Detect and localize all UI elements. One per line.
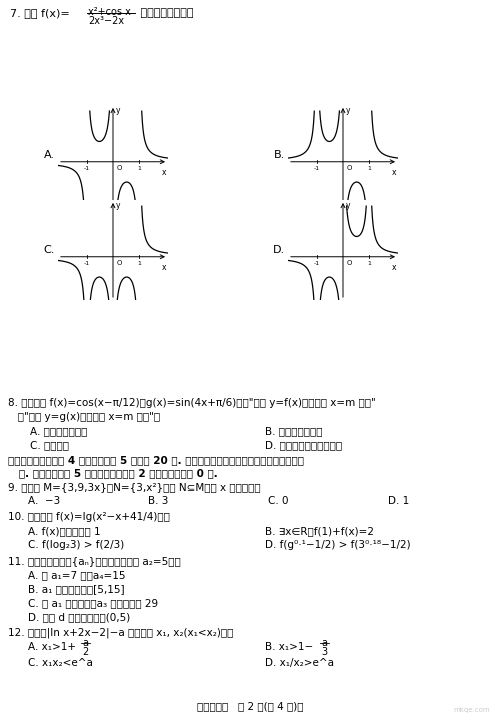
Text: O: O — [346, 165, 352, 171]
Text: y: y — [116, 106, 120, 115]
Text: x²+cos x: x²+cos x — [88, 7, 131, 17]
Text: C. 充要条件: C. 充要条件 — [30, 440, 69, 450]
Text: B.: B. — [274, 150, 285, 160]
Text: A.: A. — [44, 150, 55, 160]
Text: a: a — [82, 638, 88, 648]
Text: -1: -1 — [314, 166, 320, 171]
Text: D. f(g⁰·¹−1/2) > f(3⁰·¹⁸−1/2): D. f(g⁰·¹−1/2) > f(3⁰·¹⁸−1/2) — [265, 540, 410, 550]
Text: O: O — [116, 260, 121, 266]
Text: A.  −3: A. −3 — [28, 496, 60, 506]
Text: x: x — [162, 168, 166, 177]
Text: D.: D. — [273, 245, 285, 255]
Text: D. x₁/x₂>e^a: D. x₁/x₂>e^a — [265, 658, 334, 668]
Text: 9. 设集合 M={3,9,3x}，N={3,x²}，且 N⊆M，则 x 的值可以为: 9. 设集合 M={3,9,3x}，N={3,x²}，且 N⊆M，则 x 的值可… — [8, 482, 260, 492]
Text: B. a₁ 的取值范围是[5,15]: B. a₁ 的取值范围是[5,15] — [28, 584, 124, 594]
Text: 8. 已知函数 f(x)=cos(x−π/12)，g(x)=sin(4x+π/6)，则"曲线 y=f(x)关于直线 x=m 对称": 8. 已知函数 f(x)=cos(x−π/12)，g(x)=sin(4x+π/6… — [8, 398, 376, 408]
Text: y: y — [116, 200, 120, 210]
Text: y: y — [346, 106, 350, 115]
Text: 的部分图象大致为: 的部分图象大致为 — [137, 8, 194, 18]
Text: x: x — [392, 263, 396, 272]
Text: 3: 3 — [321, 647, 327, 657]
Text: -1: -1 — [84, 261, 90, 266]
Text: 2: 2 — [82, 647, 88, 657]
Text: A. 充分不必要条件: A. 充分不必要条件 — [30, 426, 88, 436]
Text: 求. 全部选对的得 5 分，部分选对的得 2 分，有选错的得 0 分.: 求. 全部选对的得 5 分，部分选对的得 2 分，有选错的得 0 分. — [8, 468, 218, 478]
Text: 1: 1 — [138, 166, 141, 171]
Text: y: y — [346, 200, 350, 210]
Text: 1: 1 — [368, 261, 371, 266]
Text: x: x — [162, 263, 166, 272]
Text: 2x³−2x: 2x³−2x — [88, 16, 124, 26]
Text: D. 公差 d 的取值范围是(0,5): D. 公差 d 的取值范围是(0,5) — [28, 612, 130, 622]
Text: 1: 1 — [368, 166, 371, 171]
Text: -1: -1 — [314, 261, 320, 266]
Text: A. f(x)的最小值为 1: A. f(x)的最小值为 1 — [28, 526, 101, 536]
Text: C. 当 a₁ 为整数时，a₃ 的最大值为 29: C. 当 a₁ 为整数时，a₃ 的最大值为 29 — [28, 598, 158, 608]
Text: 7. 函数 f(x)=: 7. 函数 f(x)= — [10, 8, 70, 18]
Text: 二、选择题：本题共 4 小题，每小题 5 分，共 20 分. 在每小题给出的选项中，有多项符合题目要: 二、选择题：本题共 4 小题，每小题 5 分，共 20 分. 在每小题给出的选项… — [8, 455, 304, 465]
Text: A. x₁>1+: A. x₁>1+ — [28, 642, 76, 652]
Text: O: O — [116, 165, 121, 171]
Text: B. ∃x∈R，f(1)+f(x)=2: B. ∃x∈R，f(1)+f(x)=2 — [265, 526, 374, 536]
Text: B. 必要不充分条件: B. 必要不充分条件 — [265, 426, 322, 436]
Text: 【高三数学   第 2 页(共 4 页)】: 【高三数学 第 2 页(共 4 页)】 — [197, 701, 303, 711]
Text: 10. 已知函数 f(x)=lg(x²−x+41/4)，则: 10. 已知函数 f(x)=lg(x²−x+41/4)，则 — [8, 512, 170, 522]
Text: C. 0: C. 0 — [268, 496, 288, 506]
Text: 是"曲线 y=g(x)关于直线 x=m 对称"的: 是"曲线 y=g(x)关于直线 x=m 对称"的 — [8, 412, 160, 422]
Text: mkqe.com: mkqe.com — [454, 707, 490, 713]
Text: B. 3: B. 3 — [148, 496, 169, 506]
Text: a: a — [321, 638, 327, 648]
Text: C. x₁x₂<e^a: C. x₁x₂<e^a — [28, 658, 93, 668]
Text: B. x₁>1−: B. x₁>1− — [265, 642, 313, 652]
Text: C. f(log₂3) > f(2/3): C. f(log₂3) > f(2/3) — [28, 540, 124, 550]
Text: O: O — [346, 260, 352, 266]
Text: A. 当 a₁=7 时，a₄=15: A. 当 a₁=7 时，a₄=15 — [28, 570, 126, 580]
Text: C.: C. — [44, 245, 55, 255]
Text: x: x — [392, 168, 396, 177]
Text: -1: -1 — [84, 166, 90, 171]
Text: D. 1: D. 1 — [388, 496, 409, 506]
Text: 11. 若正项无穷数列{aₙ}是等差数列，且 a₂=5，则: 11. 若正项无穷数列{aₙ}是等差数列，且 a₂=5，则 — [8, 556, 181, 566]
Text: 12. 若方程|ln x+2x−2|−a 有两个根 x₁, x₂(x₁<x₂)，则: 12. 若方程|ln x+2x−2|−a 有两个根 x₁, x₂(x₁<x₂)，… — [8, 628, 234, 638]
Text: 1: 1 — [138, 261, 141, 266]
Text: D. 既不充分也不必要条件: D. 既不充分也不必要条件 — [265, 440, 342, 450]
